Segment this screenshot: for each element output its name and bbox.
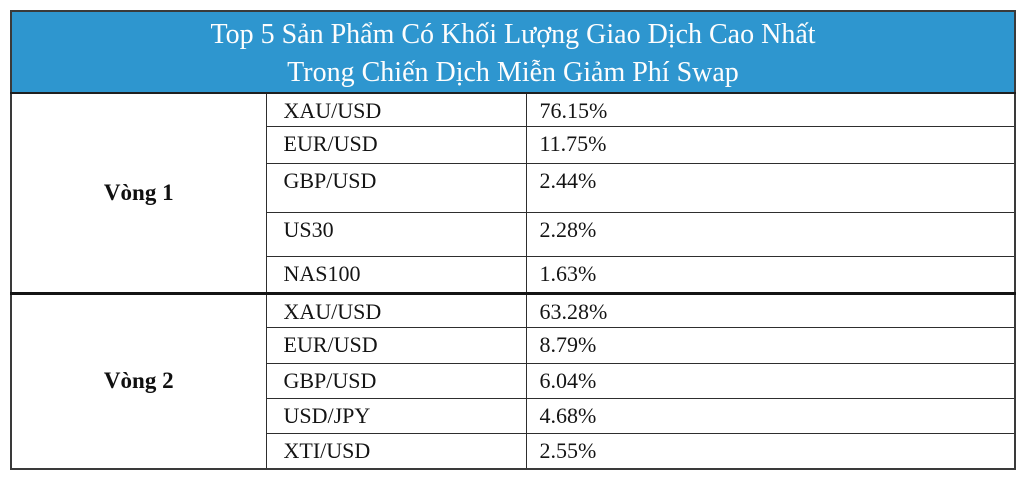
top5-products-table: Top 5 Sản Phẩm Có Khối Lượng Giao Dịch C… [10, 10, 1016, 470]
table-row: Vòng 1 XAU/USD 76.15% [10, 92, 1016, 294]
share-cell: 4.68% [525, 397, 1016, 434]
product-cell: GBP/USD [265, 362, 527, 399]
table-row: USD/JPY 4.68% [11, 397, 1016, 434]
product-cell: EUR/USD [265, 326, 527, 364]
product-cell: XTI/USD [265, 432, 527, 470]
table-title-band: Top 5 Sản Phẩm Có Khối Lượng Giao Dịch C… [10, 10, 1016, 94]
title-row: Top 5 Sản Phẩm Có Khối Lượng Giao Dịch C… [10, 10, 1016, 94]
table-title-line1: Top 5 Sản Phẩm Có Khối Lượng Giao Dịch C… [210, 19, 816, 50]
share-cell: 2.44% [525, 162, 1016, 213]
table-row: EUR/USD 11.75% [11, 125, 1016, 164]
product-cell: NAS100 [265, 255, 527, 294]
product-cell: XAU/USD [265, 92, 527, 127]
product-cell: EUR/USD [265, 125, 527, 164]
share-cell: 76.15% [525, 92, 1016, 127]
table-row: Vòng 2 XAU/USD 63.28% [10, 291, 1016, 470]
round-2-label: Vòng 2 [10, 291, 267, 470]
table-row: GBP/USD 6.04% [11, 362, 1016, 399]
table-title-line2: Trong Chiến Dịch Miễn Giảm Phí Swap [287, 57, 739, 88]
share-cell: 1.63% [525, 255, 1016, 294]
product-cell: USD/JPY [265, 397, 527, 434]
share-cell: 11.75% [525, 125, 1016, 164]
table-row: NAS100 1.63% [11, 255, 1016, 294]
round-1-label: Vòng 1 [10, 92, 267, 294]
share-cell: 63.28% [525, 291, 1016, 328]
table-row: EUR/USD 8.79% [11, 326, 1016, 364]
share-cell: 8.79% [525, 326, 1016, 364]
product-cell: GBP/USD [265, 162, 527, 213]
product-cell: XAU/USD [265, 291, 527, 328]
table-row: XTI/USD 2.55% [11, 432, 1016, 470]
share-cell: 2.28% [525, 211, 1016, 257]
table-row: US30 2.28% [11, 211, 1016, 257]
share-cell: 6.04% [525, 362, 1016, 399]
product-cell: US30 [265, 211, 527, 257]
share-cell: 2.55% [525, 432, 1016, 470]
